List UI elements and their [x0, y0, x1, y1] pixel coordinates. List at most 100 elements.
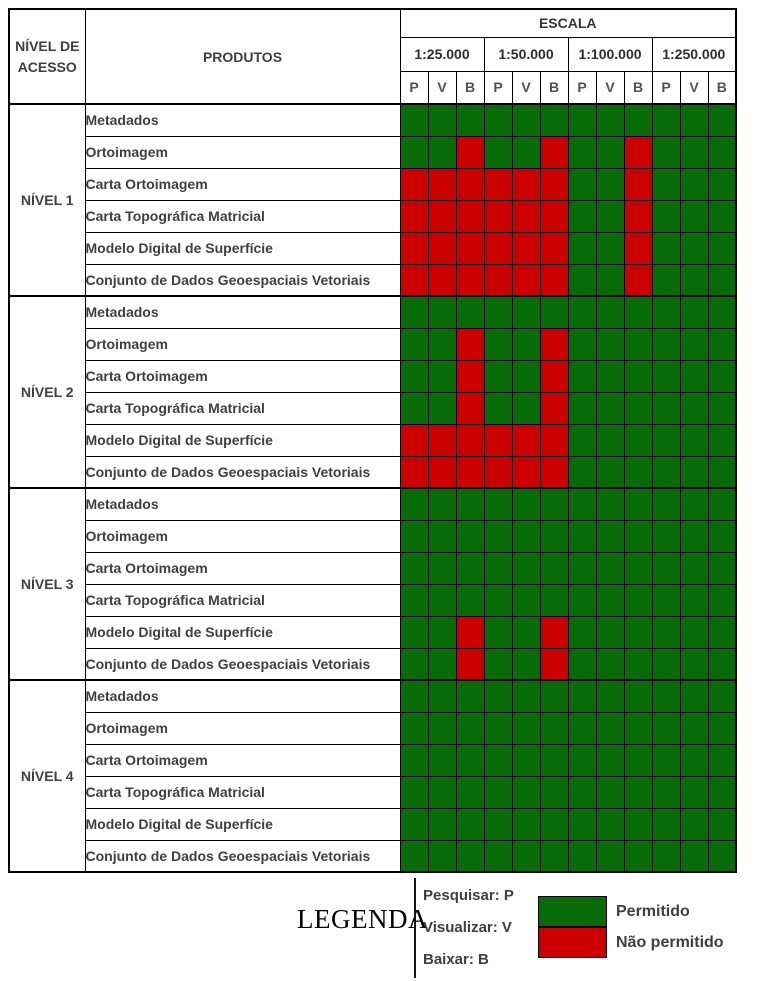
permitted-cell	[427, 103, 457, 137]
product-label: Carta Topográfica Matricial	[84, 583, 401, 617]
permitted-cell	[595, 423, 625, 457]
permitted-cell	[511, 743, 541, 777]
matrix-body: NÍVEL DE ACESSO PRODUTOS ESCALA 1:25.000 1:5…	[8, 8, 737, 873]
produtos-header: PRODUTOS	[84, 8, 401, 105]
product-label: Conjunto de Dados Geoespaciais Vetoriais	[84, 455, 401, 489]
not-permitted-cell	[539, 327, 569, 361]
permitted-cell	[595, 807, 625, 841]
product-label: Modelo Digital de Superfície	[84, 615, 401, 649]
permitted-cell	[707, 135, 737, 169]
permitted-cell	[707, 167, 737, 201]
not-permitted-cell	[539, 391, 569, 425]
permitted-cell	[567, 807, 597, 841]
permitted-cell	[427, 135, 457, 169]
not-permitted-cell	[427, 263, 457, 297]
permitted-cell	[483, 103, 513, 137]
permitted-cell	[707, 839, 737, 873]
permitted-cell	[483, 647, 513, 681]
not-permitted-cell	[539, 199, 569, 233]
permitted-cell	[483, 135, 513, 169]
scale-header: 1:250.000	[651, 36, 737, 72]
not-permitted-cell	[427, 199, 457, 233]
permitted-cell	[399, 135, 429, 169]
permitted-cell	[595, 839, 625, 873]
permitted-cell	[651, 519, 681, 553]
permitted-cell	[707, 679, 737, 713]
not-permitted-cell	[455, 263, 485, 297]
not-permitted-cell	[455, 135, 485, 169]
permitted-cell	[399, 327, 429, 361]
product-label: Carta Ortoimagem	[84, 743, 401, 777]
not-permitted-cell	[427, 231, 457, 265]
permitted-cell	[595, 743, 625, 777]
permitted-cell	[595, 167, 625, 201]
permitted-cell	[679, 135, 709, 169]
permitted-cell	[567, 839, 597, 873]
permitted-cell	[399, 711, 429, 745]
permitted-cell	[511, 551, 541, 585]
permitted-cell	[511, 487, 541, 521]
permitted-cell	[567, 391, 597, 425]
permitted-cell	[539, 519, 569, 553]
not-permitted-cell	[455, 647, 485, 681]
permitted-cell	[679, 199, 709, 233]
permitted-cell	[483, 327, 513, 361]
permitted-cell	[511, 327, 541, 361]
permitted-cell	[679, 359, 709, 393]
table-row: Carta Ortoimagem	[9, 359, 737, 393]
level-label: NÍVEL 4	[8, 679, 86, 873]
permitted-cell	[623, 423, 653, 457]
table-row: Conjunto de Dados Geoespaciais Vetoriais	[9, 839, 737, 873]
permitted-cell	[707, 743, 737, 777]
not-permitted-cell	[483, 455, 513, 489]
permitted-cell	[707, 487, 737, 521]
permitted-cell	[651, 487, 681, 521]
permitted-cell	[483, 391, 513, 425]
permitted-cell	[679, 711, 709, 745]
permitted-cell	[707, 231, 737, 265]
permitted-cell	[511, 775, 541, 809]
permitted-cell	[679, 743, 709, 777]
table-row: Conjunto de Dados Geoespaciais Vetoriais	[9, 647, 737, 681]
permitted-cell	[707, 103, 737, 137]
access-type-header: B	[539, 70, 569, 105]
permitted-cell	[623, 103, 653, 137]
table-row: Ortoimagem	[9, 135, 737, 169]
not-permitted-cell	[399, 231, 429, 265]
product-label: Metadados	[84, 103, 401, 137]
permitted-cell	[595, 551, 625, 585]
table-row: Ortoimagem	[9, 711, 737, 745]
permitted-cell	[399, 583, 429, 617]
escala-header: ESCALA	[399, 8, 737, 38]
permitted-cell	[427, 807, 457, 841]
product-label: Conjunto de Dados Geoespaciais Vetoriais	[84, 839, 401, 873]
table-row: Carta Ortoimagem	[9, 167, 737, 201]
product-label: Modelo Digital de Superfície	[84, 423, 401, 457]
not-permitted-cell	[455, 167, 485, 201]
permitted-cell	[679, 775, 709, 809]
permitted-cell	[595, 135, 625, 169]
permitted-cell	[511, 519, 541, 553]
permitted-cell	[651, 743, 681, 777]
permitted-cell	[623, 743, 653, 777]
permitted-cell	[651, 391, 681, 425]
permitted-cell	[567, 615, 597, 649]
permitted-cell	[427, 327, 457, 361]
product-label: Conjunto de Dados Geoespaciais Vetoriais	[84, 263, 401, 297]
table-row: Carta Topográfica Matricial	[9, 583, 737, 617]
not-permitted-cell	[427, 455, 457, 489]
not-permitted-cell	[539, 263, 569, 297]
permitted-cell	[707, 615, 737, 649]
permitted-cell	[679, 263, 709, 297]
not-permitted-cell	[539, 647, 569, 681]
level-label: NÍVEL 1	[8, 103, 86, 297]
permitted-cell	[623, 519, 653, 553]
not-permitted-cell	[623, 199, 653, 233]
permitted-cell	[651, 839, 681, 873]
permitted-cell	[651, 455, 681, 489]
permitted-cell	[511, 359, 541, 393]
permitted-cell	[511, 103, 541, 137]
table-row: Carta Topográfica Matricial	[9, 199, 737, 233]
product-label: Ortoimagem	[84, 519, 401, 553]
product-label: Metadados	[84, 487, 401, 521]
